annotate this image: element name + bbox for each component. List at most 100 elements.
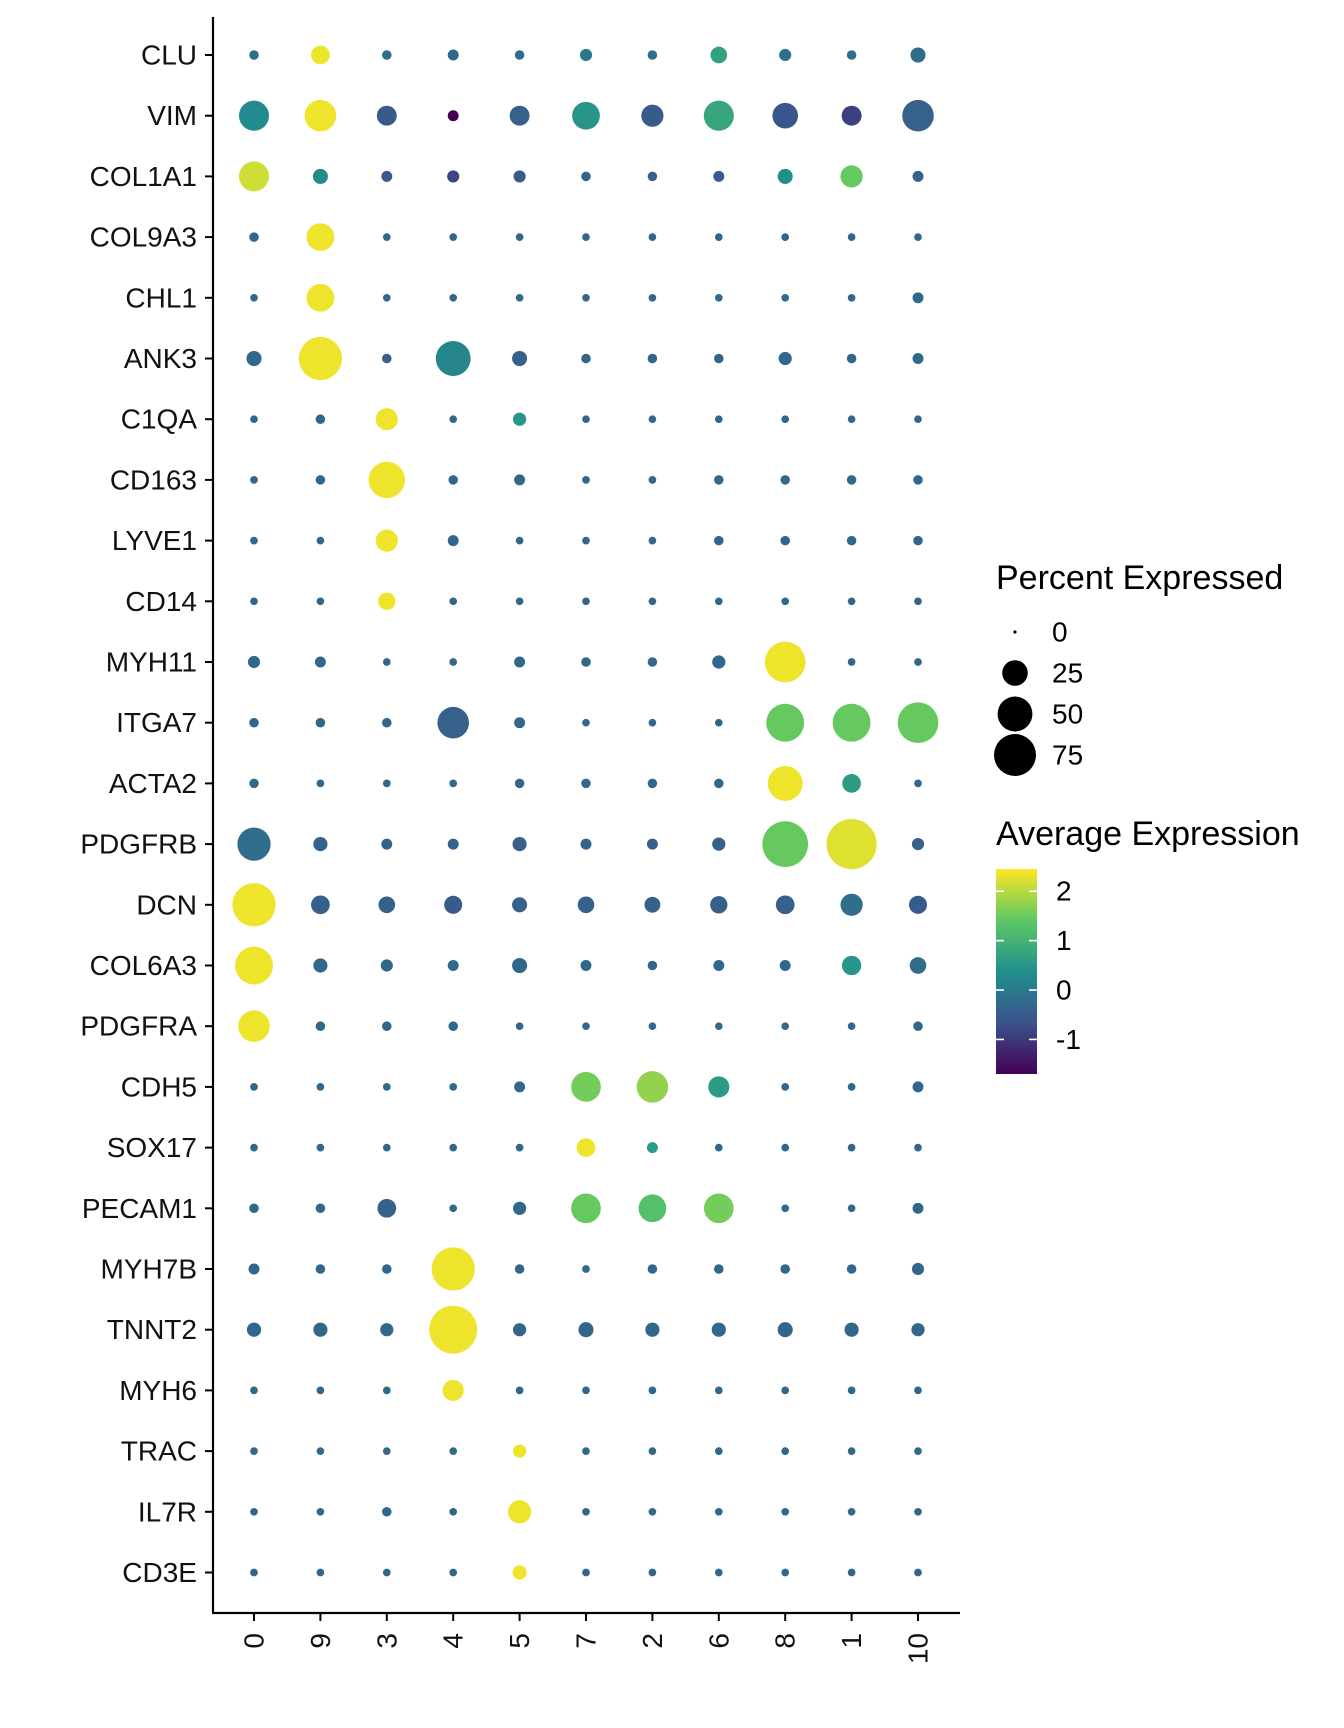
dot	[382, 1083, 391, 1091]
color-legend: Average Expression 2 1 0 -1	[996, 815, 1300, 1074]
dot	[908, 895, 928, 914]
dot	[703, 1193, 734, 1224]
dot	[777, 168, 793, 184]
dot	[582, 597, 590, 606]
dot	[781, 1143, 790, 1152]
dot	[714, 353, 724, 364]
dot	[647, 960, 658, 971]
dot	[515, 1386, 524, 1395]
dot	[648, 476, 657, 484]
dot	[582, 1568, 590, 1577]
dot	[897, 702, 939, 744]
dot	[571, 1072, 601, 1102]
dot	[578, 1322, 594, 1338]
dot	[437, 706, 469, 739]
dot	[315, 1021, 326, 1031]
color-legend-label: 1	[1056, 925, 1072, 956]
dot	[376, 105, 397, 126]
dot	[847, 1022, 856, 1031]
dot	[512, 897, 528, 913]
y-tick-label: CDH5	[121, 1071, 197, 1102]
dot	[847, 597, 856, 606]
dot	[449, 1083, 458, 1091]
dot	[382, 1386, 391, 1395]
dot	[646, 838, 658, 850]
dot	[515, 1022, 524, 1031]
dot	[448, 1021, 458, 1031]
dot	[449, 415, 458, 424]
color-legend-label: -1	[1056, 1024, 1081, 1055]
dot	[313, 958, 328, 973]
dot	[507, 1500, 532, 1524]
dot	[648, 597, 657, 606]
dot	[449, 1204, 458, 1213]
dot	[232, 883, 276, 927]
dot	[579, 48, 593, 62]
dot	[306, 223, 335, 251]
dot	[582, 718, 590, 727]
dot	[298, 336, 343, 381]
dot	[847, 1386, 856, 1395]
dot	[581, 657, 591, 667]
y-tick-label: PECAM1	[82, 1193, 197, 1224]
dot	[435, 341, 471, 376]
dot	[378, 592, 396, 610]
dot	[781, 1022, 790, 1031]
dot	[315, 1264, 326, 1274]
dot	[512, 412, 527, 426]
y-tick-label: ANK3	[124, 343, 197, 374]
dot	[766, 703, 805, 742]
dot	[582, 233, 590, 241]
dot	[648, 718, 657, 727]
dot	[382, 1021, 392, 1031]
dot	[316, 1507, 325, 1516]
y-tick-label: COL6A3	[90, 950, 197, 981]
dot	[710, 46, 728, 64]
dot	[448, 475, 458, 485]
dot	[515, 597, 524, 606]
dot	[431, 1247, 475, 1291]
dot	[449, 597, 458, 606]
dot	[847, 1204, 856, 1213]
dot	[714, 475, 724, 485]
dot	[512, 1444, 527, 1458]
dot	[714, 597, 723, 606]
dot	[847, 1568, 856, 1577]
x-tick-label: 9	[305, 1633, 336, 1649]
dot	[710, 896, 728, 914]
dot	[581, 171, 591, 182]
dot	[648, 293, 657, 302]
dot	[714, 718, 723, 727]
dot	[647, 50, 658, 60]
dot	[235, 946, 273, 985]
color-bar	[996, 869, 1037, 1074]
dot	[714, 1447, 723, 1455]
dot	[912, 170, 924, 182]
dot	[515, 233, 524, 241]
dot	[449, 1568, 458, 1577]
dot	[781, 293, 790, 302]
dot	[648, 1386, 657, 1395]
dot	[582, 1447, 590, 1455]
dot	[914, 1386, 922, 1395]
dot	[762, 821, 809, 867]
y-tick-label: CD3E	[122, 1557, 197, 1588]
dot	[514, 1264, 525, 1274]
dot	[315, 414, 326, 424]
y-tick-label: MYH11	[106, 647, 197, 678]
y-tick-label: TRAC	[121, 1436, 197, 1467]
dot	[449, 1447, 458, 1455]
y-tick-label: PDGFRA	[80, 1011, 197, 1042]
dot	[711, 1322, 726, 1337]
dot	[581, 778, 591, 789]
dot	[847, 293, 856, 302]
y-tick-label: ITGA7	[116, 707, 197, 738]
dot	[580, 960, 592, 971]
dot	[447, 960, 459, 971]
dot	[380, 959, 393, 972]
dot	[714, 1022, 723, 1031]
dot	[514, 474, 526, 486]
size-legend-label: 0	[1052, 617, 1068, 648]
dot	[449, 1507, 458, 1516]
y-tick-label: MYH7B	[101, 1254, 197, 1285]
